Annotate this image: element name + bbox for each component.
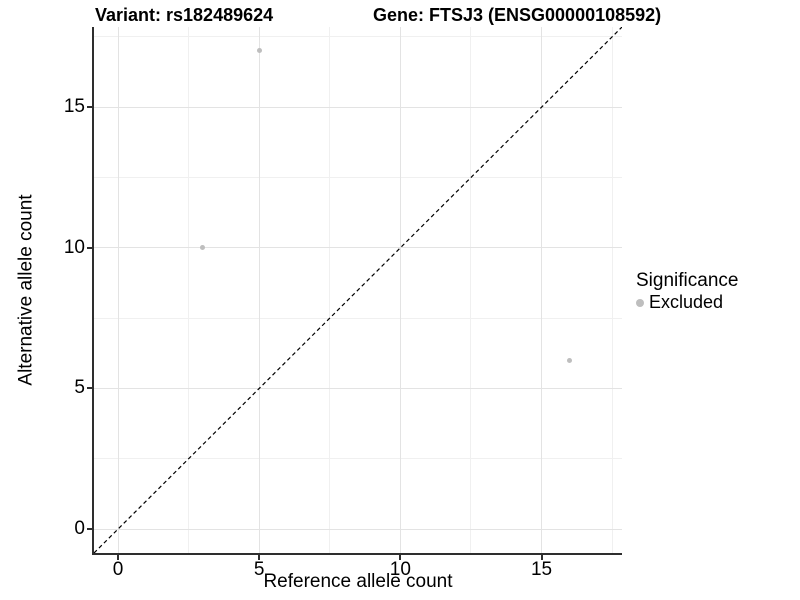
plot-panel bbox=[94, 27, 622, 553]
identity-line bbox=[94, 27, 622, 553]
y-tick-label-1: 5 bbox=[74, 377, 85, 399]
y-axis-title: Alternative allele count bbox=[16, 194, 38, 386]
x-minor-gridline bbox=[188, 27, 190, 553]
y-minor-gridline bbox=[94, 36, 622, 38]
y-major-gridline bbox=[94, 387, 622, 389]
data-point bbox=[200, 245, 206, 251]
x-major-gridline bbox=[258, 27, 260, 553]
x-tick-mark bbox=[117, 555, 119, 560]
y-axis-line bbox=[92, 27, 94, 555]
y-major-gridline bbox=[94, 247, 622, 249]
y-minor-gridline bbox=[94, 458, 622, 460]
legend-item-excluded: Excluded bbox=[636, 292, 738, 313]
plot-title-variant: Variant: rs182489624 bbox=[95, 5, 274, 25]
x-tick-label-0: 0 bbox=[112, 559, 124, 580]
y-tick-mark bbox=[87, 246, 92, 249]
y-major-gridline bbox=[94, 106, 622, 108]
x-major-gridline bbox=[117, 27, 119, 553]
x-major-gridline bbox=[541, 27, 543, 553]
x-minor-gridline bbox=[329, 27, 331, 553]
y-tick-label-0: 0 bbox=[74, 518, 85, 540]
y-tick-mark bbox=[87, 528, 92, 531]
y-major-gridline bbox=[94, 528, 622, 530]
legend-title: Significance bbox=[636, 270, 739, 291]
data-point bbox=[256, 48, 262, 54]
data-point bbox=[567, 357, 573, 363]
y-axis-title-box: Alternative allele count bbox=[14, 27, 40, 553]
x-tick-mark bbox=[399, 555, 402, 560]
x-tick-label-3: 15 bbox=[530, 559, 553, 580]
x-major-gridline bbox=[399, 27, 401, 553]
x-tick-label-1: 5 bbox=[253, 559, 265, 580]
legend: Significance Excluded bbox=[636, 270, 738, 313]
x-tick-mark bbox=[540, 555, 543, 560]
x-tick-mark bbox=[258, 555, 261, 560]
x-axis-line bbox=[92, 553, 622, 555]
x-tick-label-2: 10 bbox=[389, 559, 411, 580]
y-tick-label-2: 10 bbox=[63, 236, 85, 258]
x-minor-gridline bbox=[470, 27, 472, 553]
plot-title-gene: Gene: FTSJ3 (ENSG00000108592) bbox=[373, 5, 662, 25]
y-tick-label-3: 15 bbox=[63, 96, 85, 118]
y-minor-gridline bbox=[94, 176, 622, 178]
y-tick-mark bbox=[87, 387, 92, 390]
y-minor-gridline bbox=[94, 317, 622, 319]
x-axis-title: Reference allele count bbox=[263, 571, 453, 592]
x-minor-gridline bbox=[611, 27, 613, 553]
legend-swatch-circle bbox=[636, 298, 644, 307]
legend-item-label: Excluded bbox=[649, 292, 724, 312]
y-tick-mark bbox=[87, 106, 92, 109]
